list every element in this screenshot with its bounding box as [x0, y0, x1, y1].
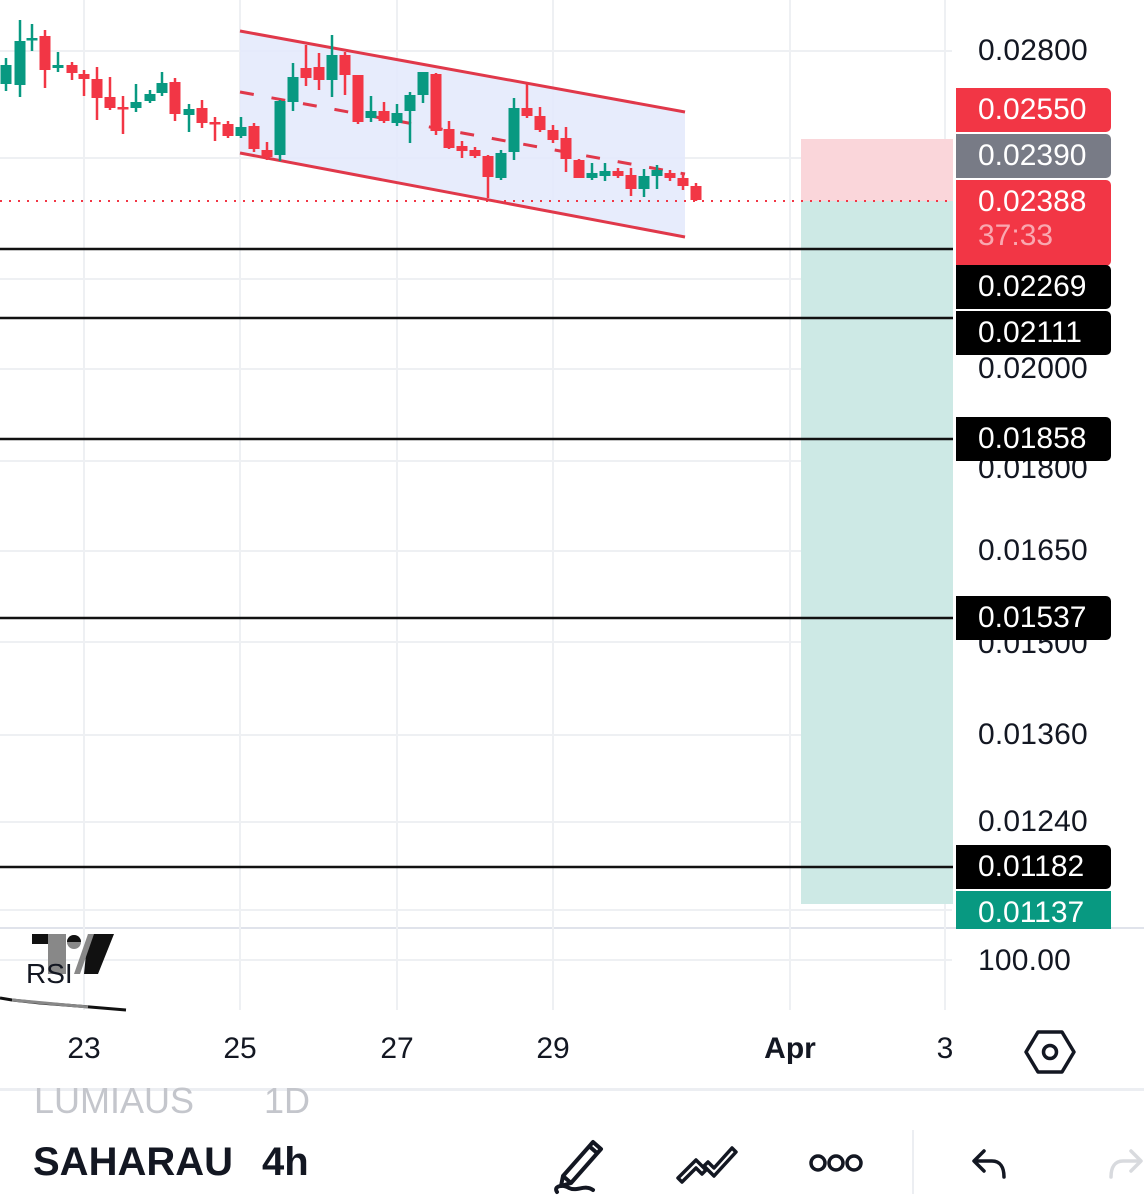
- time-axis-label: 27: [380, 1032, 414, 1065]
- undo-icon: [972, 1149, 1006, 1179]
- toolbar-divider: [912, 1130, 914, 1194]
- parallel-channel[interactable]: [239, 29, 686, 239]
- redo-button[interactable]: [1090, 1128, 1144, 1198]
- symbol-selector[interactable]: SAHARAU: [33, 1140, 233, 1184]
- price-axis-label: 0.02800: [978, 34, 1088, 67]
- price-badge: 0.02388 37:33: [956, 180, 1111, 266]
- time-axis-label: 29: [536, 1032, 570, 1065]
- time-axis-label: 25: [223, 1032, 257, 1065]
- undo-button[interactable]: [955, 1128, 1025, 1198]
- previous-symbol[interactable]: LUMIAUS: [34, 1080, 195, 1121]
- pencil-icon: [554, 1140, 603, 1194]
- price-badge: 0.01137: [956, 891, 1111, 929]
- chart-settings-icon[interactable]: [1024, 1026, 1076, 1078]
- tradingview-logo-icon: [32, 934, 114, 974]
- horizontal-levels[interactable]: [0, 247, 953, 869]
- position-zones[interactable]: [801, 139, 953, 904]
- rsi-indicator-label[interactable]: RSI: [26, 958, 73, 989]
- price-axis-label: 0.02000: [978, 352, 1088, 385]
- time-axis-label: 3: [936, 1032, 954, 1065]
- price-badge: 0.01182: [956, 845, 1111, 889]
- more-icon: [809, 1154, 863, 1172]
- redo-icon: [1109, 1149, 1143, 1179]
- rsi-axis-value: 100.00: [978, 944, 1071, 977]
- price-badge: 0.02390: [956, 134, 1111, 178]
- more-button[interactable]: [801, 1128, 871, 1198]
- price-axis-label: 0.01360: [978, 718, 1088, 751]
- timeframe-selector[interactable]: 4h: [262, 1140, 309, 1184]
- price-axis-label: 0.01240: [978, 805, 1088, 838]
- previous-timeframe[interactable]: 1D: [264, 1080, 311, 1121]
- price-badge: 0.02550: [956, 88, 1111, 132]
- price-badge: 0.02111: [956, 311, 1111, 355]
- price-badge: 0.01537: [956, 596, 1111, 640]
- time-axis-label: Apr: [764, 1032, 816, 1065]
- patterns-button[interactable]: [672, 1128, 742, 1198]
- price-badge: 0.01858: [956, 417, 1111, 461]
- candlesticks: [0, 20, 702, 201]
- price-axis-label: 0.01650: [978, 534, 1088, 567]
- zigzag-icon: [676, 1146, 738, 1184]
- countdown-timer: 37:33: [978, 219, 1054, 252]
- price-badge: 0.02269: [956, 265, 1111, 309]
- rsi-line: [0, 996, 127, 1012]
- time-axis-label: 23: [67, 1032, 101, 1065]
- draw-button[interactable]: [544, 1128, 614, 1198]
